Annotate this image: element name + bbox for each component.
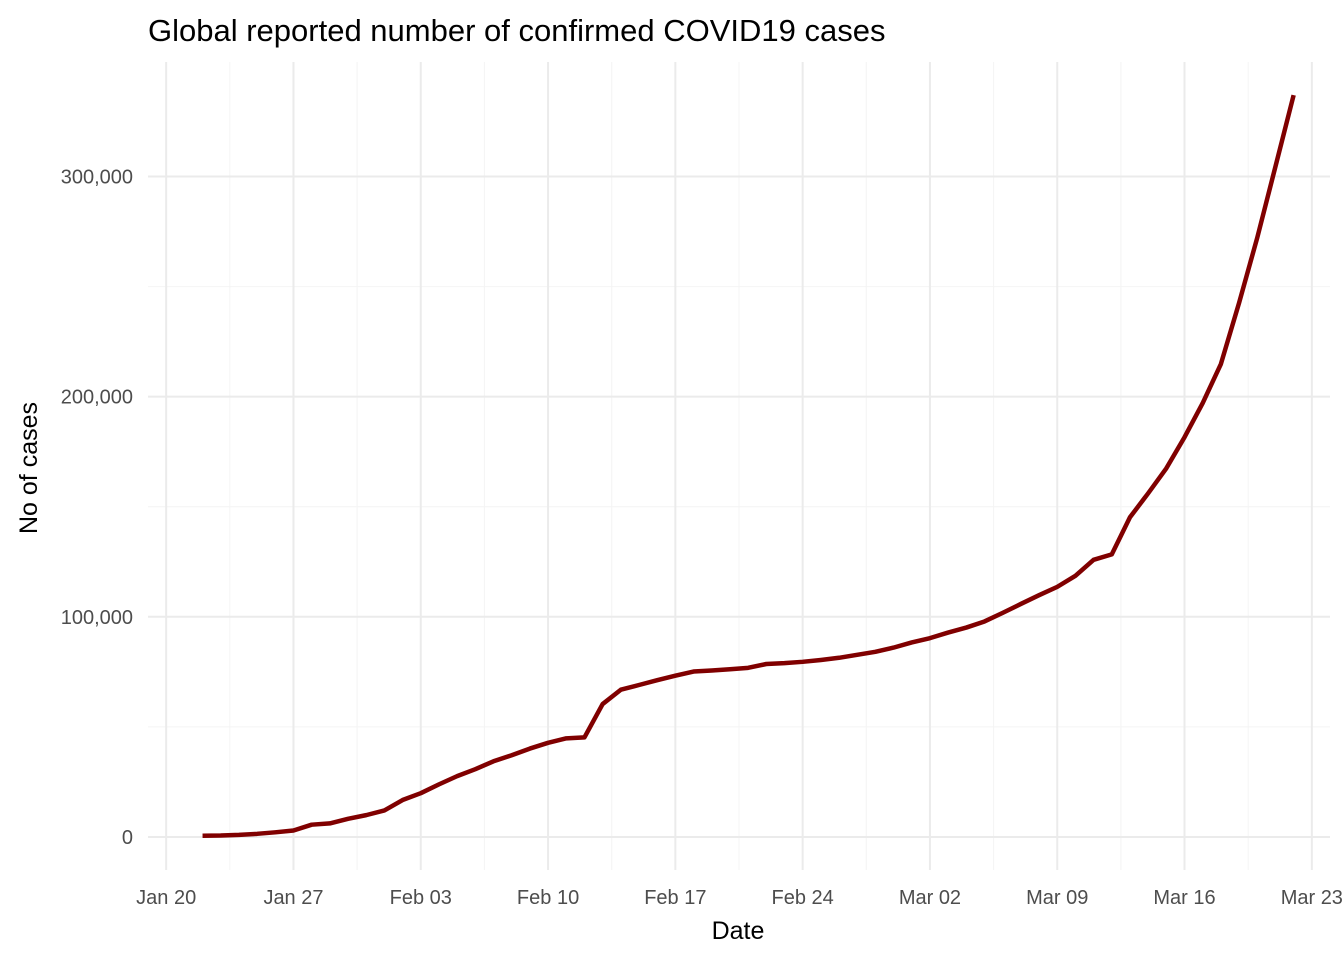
series-layer <box>202 94 1296 838</box>
x-tick-label: Mar 09 <box>1026 887 1088 909</box>
x-tick-label: Mar 02 <box>899 887 961 909</box>
x-axis-tick-labels: Jan 20 Jan 27 Feb 03 Feb 10 Feb 17 Feb 24 Mar … <box>136 887 1343 909</box>
y-tick-label: 200,000 <box>61 387 133 409</box>
y-axis-tick-labels: 0 100,000 200,000 300,000 <box>61 166 133 848</box>
x-tick-label: Jan 27 <box>263 887 323 909</box>
y-axis-title: No of cases <box>15 402 43 534</box>
series-line <box>202 94 1296 838</box>
chart-title: Global reported number of confirmed COVI… <box>148 13 885 48</box>
x-tick-label: Jan 20 <box>136 887 196 909</box>
y-tick-label: 300,000 <box>61 166 133 188</box>
x-tick-label: Feb 24 <box>772 887 834 909</box>
x-tick-label: Feb 03 <box>390 887 452 909</box>
y-tick-label: 0 <box>122 827 133 849</box>
major-gridlines <box>148 62 1330 870</box>
x-tick-label: Mar 23 <box>1281 887 1343 909</box>
x-tick-label: Mar 16 <box>1153 887 1215 909</box>
y-tick-label: 100,000 <box>61 607 133 629</box>
minor-gridlines <box>148 62 1330 870</box>
x-tick-label: Feb 10 <box>517 887 579 909</box>
x-tick-label: Feb 17 <box>644 887 706 909</box>
x-axis-title: Date <box>712 917 765 945</box>
